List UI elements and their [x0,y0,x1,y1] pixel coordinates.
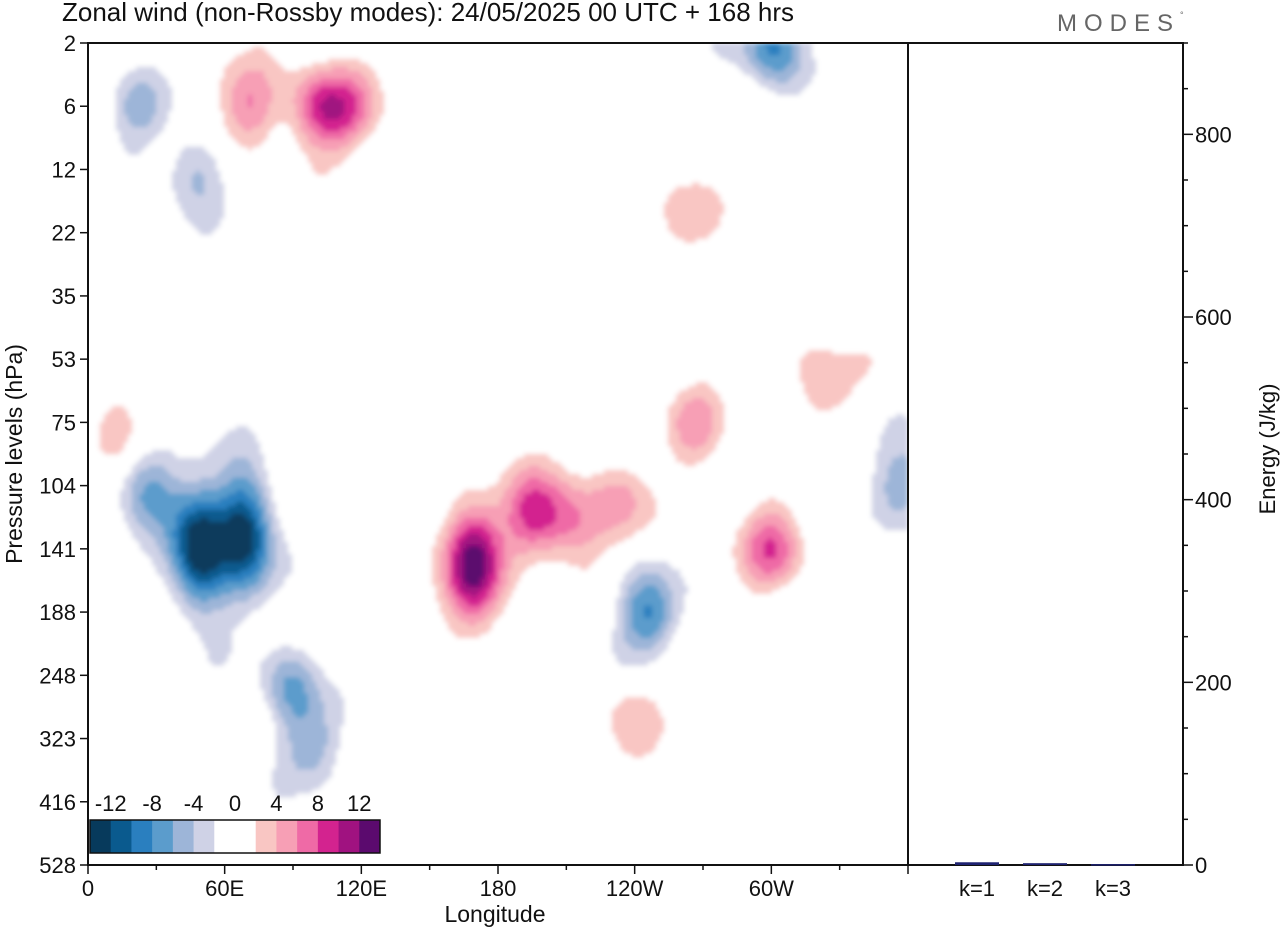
energy-bar-k=3 [1091,864,1135,866]
colorbar-swatch [172,820,195,853]
x-tick-label: 120W [606,876,664,901]
colorbar-label: -12 [95,791,127,816]
energy-category-label: k=3 [1095,876,1131,901]
colorbar-swatch [276,820,298,853]
y-tick-label: 22 [52,221,76,246]
modes-logo: MODES° [1057,10,1184,38]
energy-tick-label: 600 [1195,305,1232,330]
x-tick-label: 180 [480,876,517,901]
energy-bar-k=1 [955,862,999,865]
colorbar-swatch [131,820,153,853]
energy-tick-label: 200 [1195,670,1232,695]
heatmap-image [88,43,908,865]
y-tick-label: 12 [52,157,76,182]
y-tick-label: 2 [64,31,76,56]
colorbar-label: 0 [229,791,241,816]
x-tick-label: 0 [82,876,94,901]
energy-bars: 0 200 400 600 800 Energy (J/kg) k=1 k=2 k=3 [955,42,1280,901]
y-tick-label: 53 [52,347,76,372]
colorbar-swatch [193,820,215,853]
colorbar-swatch [255,820,277,853]
colorbar-swatch [317,820,340,853]
logo-text: MODES [1057,10,1181,37]
x-tick-label: 120E [336,876,387,901]
energy-axis-label: Energy (J/kg) [1255,384,1280,515]
colorbar-label: -4 [184,791,204,816]
axes: 2 6 12 22 35 53 75 104 141 188 248 323 416 528 Pressur… [1,31,909,927]
y-tick-label: 323 [39,727,76,752]
energy-panel-frame [907,42,1184,866]
energy-tick-label: 0 [1195,853,1207,878]
colorbar-swatch [90,820,112,853]
y-tick-label: 248 [39,663,76,688]
x-axis-label: Longitude [444,901,545,927]
heatmap-field [88,43,908,865]
energy-tick-label: 800 [1195,122,1232,147]
energy-category-label: k=1 [959,876,995,901]
colorbar-swatch [338,820,360,853]
x-tick-label: 60W [749,876,794,901]
colorbar-label: 12 [347,791,371,816]
colorbar: -12 -8 -4 0 4 8 12 [89,791,381,854]
colorbar-swatch [110,820,132,853]
colorbar-label: -8 [142,791,162,816]
y-axis-label: Pressure levels (hPa) [1,344,27,564]
y-tick-label: 188 [39,600,76,625]
energy-bar-k=2 [1023,863,1067,865]
chart-title: Zonal wind (non-Rossby modes): 24/05/202… [62,0,794,27]
logo-mark: ° [1180,10,1184,20]
y-tick-label: 75 [52,410,76,435]
colorbar-swatch [359,820,381,853]
colorbar-frame [89,819,381,854]
colorbar-swatch [214,820,236,853]
energy-category-label: k=2 [1027,876,1063,901]
energy-tick-label: 400 [1195,488,1232,513]
y-tick-label: 104 [39,474,76,499]
y-tick-label: 141 [39,537,76,562]
y-tick-label: 416 [39,790,76,815]
colorbar-swatch [152,820,174,853]
y-tick-label: 6 [64,94,76,119]
y-tick-label: 528 [39,853,76,878]
colorbar-swatch [297,820,319,853]
y-tick-label: 35 [52,284,76,309]
colorbar-swatch [235,820,257,853]
colorbar-label: 8 [312,791,324,816]
colorbar-label: 4 [270,791,282,816]
x-tick-label: 60E [205,876,244,901]
